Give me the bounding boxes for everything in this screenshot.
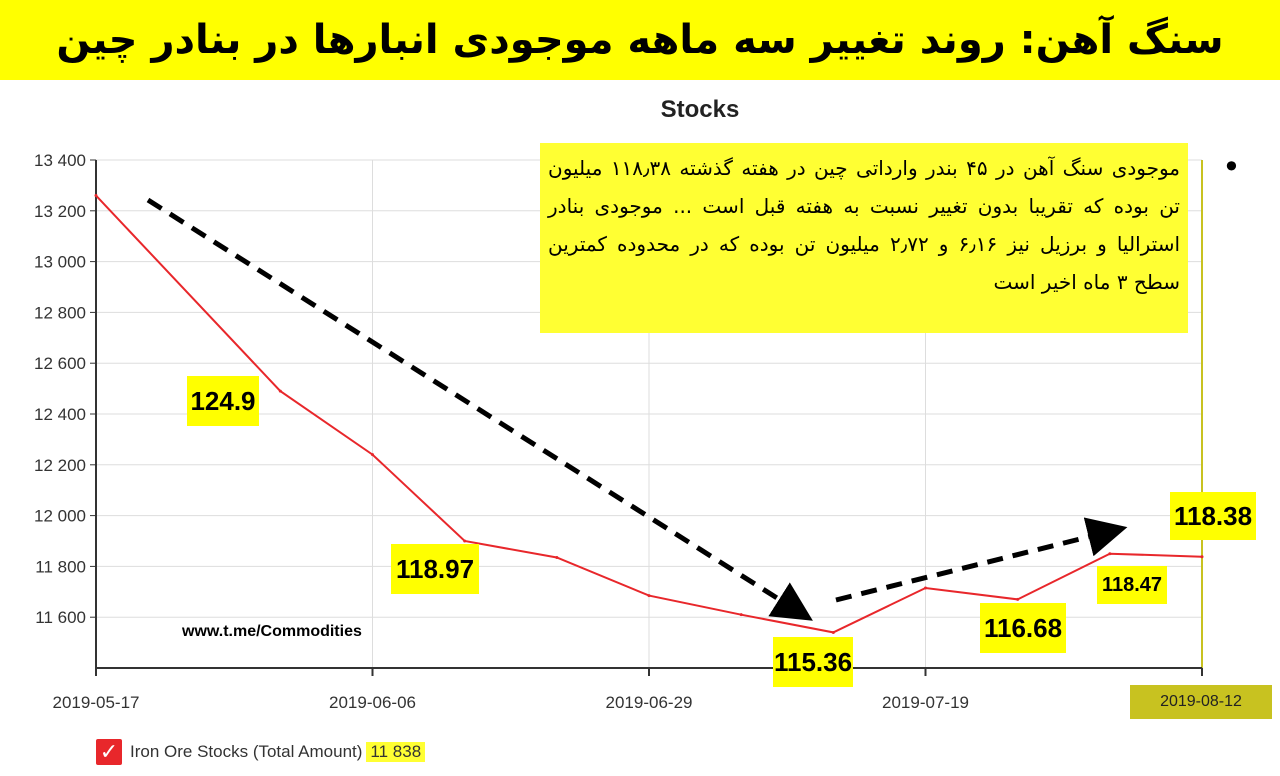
data-point[interactable] — [1016, 597, 1020, 601]
data-point[interactable] — [924, 586, 927, 590]
y-tick-label: 13 200 — [34, 202, 86, 221]
y-tick-label: 11 600 — [35, 608, 86, 627]
data-point[interactable] — [739, 613, 743, 617]
data-point[interactable] — [371, 453, 374, 457]
x-tick-label: 2019-06-06 — [329, 693, 416, 712]
data-label-118-47: 118.47 — [1097, 566, 1167, 604]
y-tick-label: 12 400 — [34, 405, 86, 424]
data-label-124-9: 124.9 — [187, 376, 259, 426]
series-line — [95, 194, 1203, 634]
data-label-115-36: 115.36 — [773, 637, 853, 687]
trend-arrow-down — [146, 197, 813, 621]
y-tick-label: 13 400 — [34, 151, 86, 170]
bullet-icon: • — [1222, 148, 1241, 186]
y-tick-label: 12 200 — [34, 456, 86, 475]
data-point[interactable] — [278, 389, 282, 393]
banner-title: سنگ آهن: روند تغییر سه ماهه موجودی انبار… — [56, 17, 1224, 63]
y-tick-label: 11 800 — [35, 557, 86, 576]
data-point[interactable] — [647, 594, 651, 598]
data-point[interactable] — [94, 194, 98, 198]
watermark: www.t.me/Commodities — [182, 623, 362, 640]
y-tick-label: 12 800 — [34, 303, 86, 322]
data-label-118-38: 118.38 — [1170, 492, 1256, 540]
annotation-note: موجودی سنگ آهن در ۴۵ بندر وارداتی چین در… — [540, 143, 1188, 333]
data-point[interactable] — [1108, 552, 1112, 556]
chart-title: Stocks — [660, 96, 740, 123]
data-point[interactable] — [831, 630, 835, 634]
data-label-116-68: 116.68 — [980, 603, 1066, 653]
legend[interactable]: ✓ Iron Ore Stocks (Total Amount) 11 838 — [96, 738, 426, 766]
legend-checkbox-icon[interactable]: ✓ — [96, 739, 122, 765]
y-tick-label: 12 600 — [34, 354, 86, 373]
y-tick-label: 13 000 — [34, 253, 86, 272]
cursor-date-label: 2019-08-12 — [1130, 685, 1272, 719]
y-tick-label: 12 000 — [34, 507, 86, 526]
legend-label: Iron Ore Stocks (Total Amount) — [130, 742, 363, 761]
x-tick-label: 2019-06-29 — [606, 693, 693, 712]
data-point[interactable] — [555, 556, 559, 560]
trend-arrow-up — [835, 517, 1128, 603]
x-tick-label: 2019-07-19 — [882, 693, 969, 712]
data-label-118-97: 118.97 — [391, 544, 479, 594]
data-point[interactable] — [463, 539, 467, 543]
x-tick-label: 2019-05-17 — [53, 693, 140, 712]
legend-value: 11 838 — [366, 742, 426, 762]
data-point[interactable] — [1200, 555, 1204, 559]
title-banner: سنگ آهن: روند تغییر سه ماهه موجودی انبار… — [0, 0, 1280, 80]
